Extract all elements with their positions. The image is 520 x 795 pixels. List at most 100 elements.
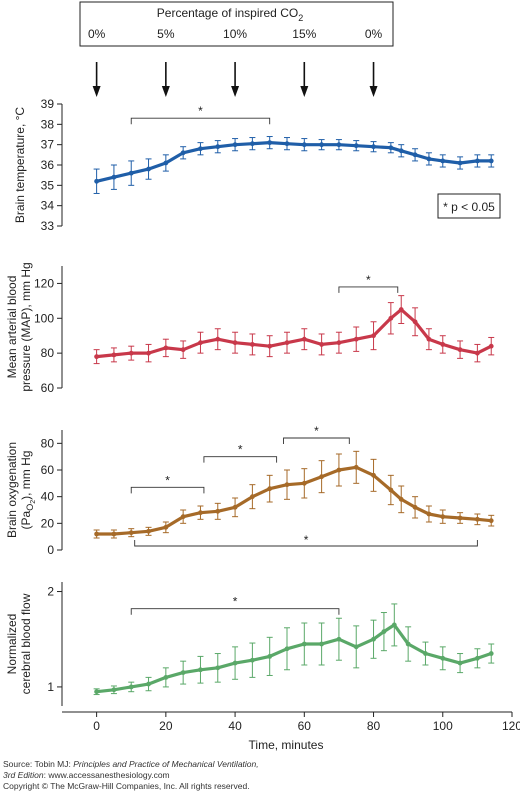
y-axis-label: Normalized	[5, 614, 19, 675]
data-point	[232, 340, 238, 346]
series-line	[94, 465, 493, 536]
significance-star: *	[366, 273, 371, 287]
data-point	[215, 144, 221, 150]
data-point	[398, 307, 404, 312]
data-point	[232, 504, 238, 510]
data-point	[198, 146, 203, 152]
y-tick-label: 0	[47, 543, 54, 557]
data-point	[488, 343, 494, 349]
data-point	[111, 174, 117, 180]
data-point	[128, 684, 134, 690]
data-point	[440, 514, 446, 520]
x-axis-label: Time, minutes	[249, 738, 324, 752]
y-tick-label: 20	[41, 516, 55, 530]
y-tick-label: 1	[47, 680, 54, 694]
data-point	[319, 641, 325, 647]
co2-phase-arrow-head	[231, 86, 240, 97]
data-point	[94, 178, 100, 184]
y-tick-label: 60	[41, 463, 55, 477]
data-point	[440, 158, 446, 164]
x-tick-label: 20	[159, 719, 173, 733]
significance-bracket	[283, 437, 350, 444]
co2-phase-label: 0%	[88, 27, 106, 41]
data-point	[371, 636, 376, 642]
data-point	[180, 514, 186, 520]
data-point	[146, 166, 151, 172]
data-point	[111, 687, 117, 693]
data-point	[215, 665, 221, 671]
data-point	[336, 142, 342, 148]
y-tick-label: 34	[41, 199, 55, 213]
series-line	[94, 141, 493, 183]
data-point	[353, 143, 359, 149]
significance-bracket	[134, 540, 478, 547]
data-point	[267, 486, 273, 492]
co2-phase-label: 10%	[223, 27, 247, 41]
data-point	[163, 674, 169, 680]
data-point	[198, 340, 203, 346]
x-tick-label: 120	[502, 719, 520, 733]
data-point	[301, 336, 307, 342]
data-point	[388, 487, 394, 493]
data-point	[301, 480, 307, 486]
data-point	[284, 646, 290, 652]
data-point	[474, 516, 480, 522]
data-point	[249, 141, 255, 147]
data-point	[457, 515, 463, 521]
data-point	[319, 142, 325, 148]
y-tick-label: 2	[47, 585, 54, 599]
credit-line-source: Source: Tobin MJ: Principles and Practic…	[3, 759, 259, 769]
data-point	[284, 482, 290, 488]
data-point	[146, 350, 151, 356]
significance-star: *	[198, 104, 203, 118]
data-point	[301, 142, 307, 148]
data-point	[488, 518, 494, 524]
y-tick-label: 38	[41, 117, 55, 131]
legend-text: * p < 0.05	[443, 200, 495, 214]
data-point	[180, 150, 186, 156]
data-point	[353, 464, 359, 470]
significance-star: *	[304, 533, 309, 547]
data-point	[146, 528, 151, 534]
y-axis-label: Brain oxygenation	[5, 442, 19, 538]
co2-box-frame	[79, 1, 394, 47]
y-tick-label: 37	[41, 138, 55, 152]
data-point	[474, 350, 480, 356]
significance-bracket	[130, 117, 271, 125]
data-point	[198, 667, 203, 673]
data-point	[412, 504, 418, 510]
credit-line-edition: 3rd Edition: www.accessanesthesiology.co…	[3, 770, 170, 780]
data-point	[180, 347, 186, 353]
co2-phase-arrow-head	[92, 86, 101, 97]
y-axis-label: Brain temperature, °C	[13, 107, 27, 224]
x-tick-label: 100	[433, 719, 453, 733]
x-tick-label: 60	[298, 719, 312, 733]
y-axis-label: pressure (MAP), mm Hg	[19, 262, 33, 391]
legend: * p < 0.05	[437, 193, 501, 219]
y-tick-label: 39	[41, 97, 55, 111]
data-point	[423, 651, 428, 656]
chart-panels: 33 34 35 36 37 38 39 Brain temperature, °C * 60 80…	[5, 97, 501, 706]
significance-bracket	[130, 486, 205, 494]
data-point	[198, 510, 203, 516]
data-point	[457, 347, 463, 353]
data-point	[440, 342, 446, 347]
co2-phase-arrow-head	[161, 86, 170, 97]
x-axis: 0 20 40 60 80 100 120 Time, minutes	[62, 711, 520, 752]
data-point	[249, 657, 255, 663]
data-point	[336, 340, 342, 346]
co2-phase-arrow-head	[300, 86, 309, 97]
data-point	[371, 144, 376, 150]
data-point	[412, 152, 418, 158]
data-point	[440, 655, 446, 661]
chart-panel: 0 20 40 60 80 Brain oxygenation (PaO2), mm Hg *…	[5, 424, 495, 557]
data-point	[267, 343, 273, 349]
data-point	[232, 660, 238, 666]
chart-panel: 33 34 35 36 37 38 39 Brain temperature, °C *	[13, 97, 495, 233]
y-tick-label: 120	[34, 276, 54, 290]
data-point	[215, 508, 221, 514]
co2-phase-label: 15%	[292, 27, 316, 41]
co2-phase-label: 5%	[157, 27, 175, 41]
legend-frame	[437, 193, 501, 219]
data-point	[336, 636, 342, 642]
